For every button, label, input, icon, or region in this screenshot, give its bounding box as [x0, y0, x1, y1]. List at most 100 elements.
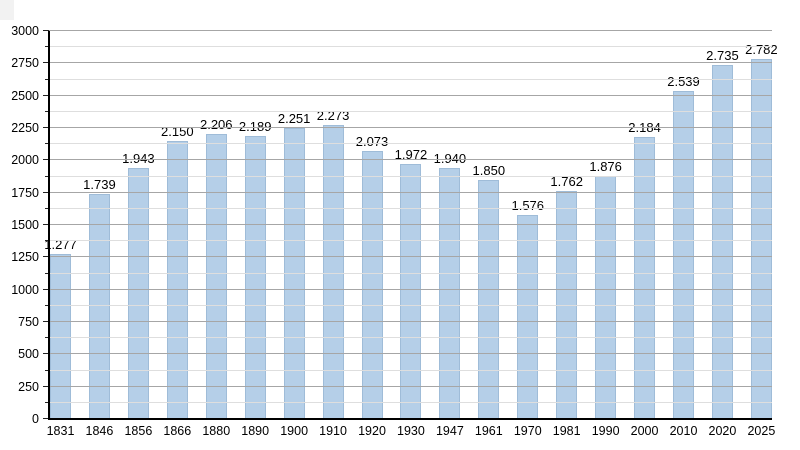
x-tick-label: 2020	[708, 424, 737, 438]
gridline-major	[49, 30, 772, 31]
bar-value-label: 1.972	[394, 146, 428, 162]
bar-2020: 2.735	[706, 48, 739, 419]
y-axis-tick	[45, 337, 49, 339]
y-axis-tick	[45, 207, 49, 209]
bars-container: 1.277 1.739 1.943 2.150 2.206 2.189 2.251 2.273…	[44, 31, 778, 419]
bar-1910: 2.273	[317, 108, 349, 419]
y-tick-label: 1500	[11, 218, 39, 232]
gridline-minor	[49, 78, 772, 80]
y-axis-tick	[45, 240, 49, 242]
corner-artifact	[0, 0, 14, 20]
y-axis-tick	[43, 418, 49, 419]
bar-1990: 1.876	[589, 159, 622, 419]
y-tick-label: 2500	[11, 88, 39, 103]
y-axis-tick	[43, 127, 49, 128]
gridline-minor	[49, 207, 772, 209]
gridline-major	[49, 127, 772, 128]
x-label-slot: 1846	[86, 424, 114, 440]
x-tick-label: 1880	[202, 424, 231, 438]
y-tick-label: 0	[32, 412, 39, 426]
y-tick-label: 1000	[11, 282, 39, 297]
x-tick-label: 1856	[124, 424, 153, 438]
y-tick-label: 1250	[11, 250, 39, 265]
x-label-slot: 1920	[358, 424, 386, 440]
bar-value-label: 1.739	[83, 177, 116, 193]
x-tick-label: 1831	[46, 424, 75, 438]
x-label-slot: 1890	[241, 424, 269, 440]
bar-1920: 2.073	[356, 134, 388, 419]
gridline-minor	[49, 337, 772, 339]
y-axis-tick	[43, 30, 49, 31]
gridline-minor	[49, 143, 772, 145]
y-axis-tick	[43, 288, 49, 290]
y-axis-line	[48, 31, 50, 420]
bar-value-label: 1.876	[589, 159, 622, 175]
y-axis-tick	[45, 369, 49, 371]
x-label-slot: 1880	[202, 424, 230, 440]
bar-value-label: 1.940	[433, 151, 467, 167]
y-axis-tick	[45, 110, 49, 112]
y-axis-tick	[43, 321, 49, 322]
bar-value-label: 2.782	[745, 42, 778, 58]
bar-1856: 1.943	[122, 151, 155, 419]
bar-2010: 2.539	[667, 74, 700, 419]
y-axis-tick	[45, 46, 49, 48]
bar-2000: 2.184	[628, 120, 661, 419]
y-axis-tick	[43, 159, 49, 161]
y-tick-label: 500	[18, 347, 39, 362]
x-label-slot: 1981	[553, 424, 581, 440]
gridline-minor	[49, 304, 772, 306]
y-axis-tick	[45, 401, 49, 403]
y-tick-label: 2750	[11, 56, 39, 71]
y-axis-tick	[45, 143, 49, 145]
x-label-slot: 1990	[592, 424, 620, 440]
gridline-minor	[49, 272, 772, 274]
x-label-slot: 1866	[163, 424, 191, 440]
x-label-slot: 1831	[47, 424, 75, 440]
gridline-major	[49, 321, 772, 322]
y-tick-label: 750	[18, 315, 39, 329]
gridline-major	[49, 94, 772, 96]
gridline-major	[49, 288, 772, 290]
x-axis-line	[48, 418, 772, 420]
x-label-slot: 1961	[475, 424, 503, 440]
x-tick-label: 1947	[435, 424, 464, 438]
x-label-slot: 1930	[397, 424, 425, 440]
plot-area: 1.277 1.739 1.943 2.150 2.206 2.189 2.251 2.273…	[43, 30, 778, 419]
bar-value-label: 2.735	[706, 48, 739, 64]
x-tick-label: 2010	[669, 424, 698, 438]
x-tick-label: 1910	[319, 424, 347, 438]
x-label-slot: 2000	[631, 424, 659, 440]
x-tick-label: 2025	[747, 424, 776, 438]
gridline-major	[49, 385, 772, 387]
x-label-slot: 1970	[514, 424, 542, 440]
y-tick-label: 1750	[11, 185, 39, 200]
bar-value-label: 1.576	[511, 198, 545, 214]
x-tick-label: 1990	[591, 424, 620, 438]
y-axis-labels: 0 250 500 750 1000 1250 1500 1750 2000 2250 2500 27…	[0, 24, 43, 426]
y-tick-label: 3000	[11, 24, 39, 38]
gridline-major	[49, 191, 772, 193]
x-tick-label: 1866	[163, 424, 192, 438]
bar-value-label: 2.206	[199, 116, 233, 132]
x-label-slot: 2020	[709, 424, 737, 440]
gridline-major	[49, 159, 772, 161]
bar-value-label: 1.850	[472, 162, 506, 178]
x-tick-label: 1981	[552, 424, 581, 438]
x-tick-label: 2000	[630, 424, 659, 438]
bar-1947: 1.940	[434, 151, 466, 419]
y-axis-tick	[43, 353, 49, 355]
x-tick-label: 1930	[397, 424, 425, 438]
y-axis-tick	[43, 224, 49, 225]
gridline-minor	[49, 401, 772, 403]
y-axis-tick	[45, 272, 49, 274]
bar-2025: 2.782	[745, 42, 778, 419]
gridline-minor	[49, 46, 772, 48]
bar-1846: 1.739	[83, 177, 116, 419]
x-label-slot: 1856	[124, 424, 152, 440]
gridline-minor	[49, 110, 772, 112]
x-tick-label: 1961	[474, 424, 503, 438]
x-tick-label: 1890	[241, 424, 270, 438]
x-label-slot: 2010	[670, 424, 698, 440]
